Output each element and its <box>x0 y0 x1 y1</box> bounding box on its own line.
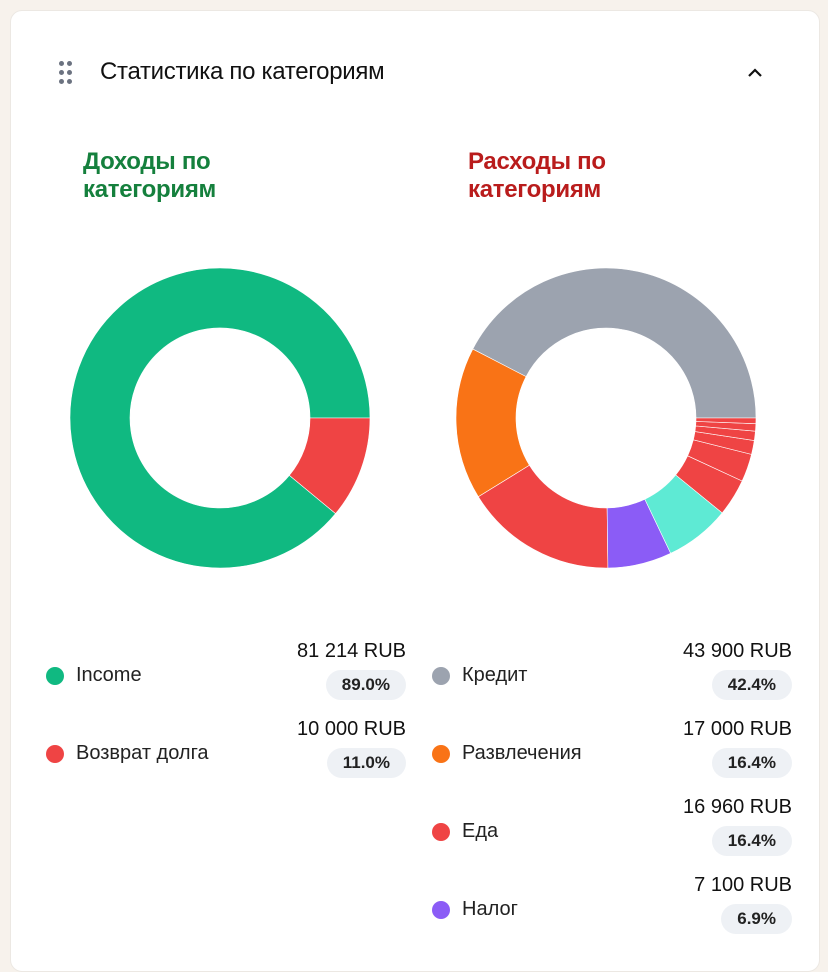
legend-item: Налог 7 100 RUB 6.9% <box>432 874 792 952</box>
income-donut-chart <box>70 268 370 568</box>
legend-item: Еда 16 960 RUB 16.4% <box>432 796 792 874</box>
legend-amount: 81 214 RUB <box>297 640 406 662</box>
donut-slice-Возврат долга[interactable] <box>288 417 370 515</box>
legend-amount: 7 100 RUB <box>694 874 792 896</box>
section-title: Статистика по категориям <box>100 58 385 85</box>
legend-label: Развлечения <box>462 742 582 764</box>
donut-slice-Кредит[interactable] <box>472 268 756 419</box>
legend-color-dot <box>432 667 450 685</box>
legend-color-dot <box>432 901 450 919</box>
legend-amount: 16 960 RUB <box>683 796 792 818</box>
legend-color-dot <box>46 745 64 763</box>
legend-color-dot <box>432 745 450 763</box>
legend-item: Развлечения 17 000 RUB 16.4% <box>432 718 792 796</box>
legend-item: Income 81 214 RUB 89.0% <box>46 640 406 718</box>
legend-amount: 43 900 RUB <box>683 640 792 662</box>
legend-percent-badge: 16.4% <box>711 826 792 856</box>
legend-label: Еда <box>462 820 499 842</box>
legend-percent-badge: 16.4% <box>711 748 792 778</box>
legend-percent-badge: 89.0% <box>325 670 406 700</box>
legend-label: Налог <box>462 898 518 920</box>
legend-percent-badge: 42.4% <box>711 670 792 700</box>
donut-slice[interactable] <box>695 417 756 424</box>
legend-color-dot <box>432 823 450 841</box>
legend-amount: 17 000 RUB <box>683 718 792 740</box>
legend-label: Кредит <box>462 664 528 686</box>
legend-percent-badge: 6.9% <box>721 904 792 934</box>
chevron-up-icon[interactable] <box>744 62 766 84</box>
expenses-donut-chart <box>456 268 756 568</box>
legend-item: Кредит 43 900 RUB 42.4% <box>432 640 792 718</box>
legend-percent-badge: 11.0% <box>326 748 406 778</box>
legend-item: Возврат долга 10 000 RUB 11.0% <box>46 718 406 796</box>
expenses-title: Расходы по категориям <box>468 148 606 203</box>
drag-handle-icon[interactable] <box>59 61 73 85</box>
legend-amount: 10 000 RUB <box>297 718 406 740</box>
legend-color-dot <box>46 667 64 685</box>
donut-slice-Income[interactable] <box>70 268 370 568</box>
legend-label: Возврат долга <box>76 742 209 764</box>
income-title: Доходы по категориям <box>83 148 216 203</box>
legend-label: Income <box>76 664 142 686</box>
